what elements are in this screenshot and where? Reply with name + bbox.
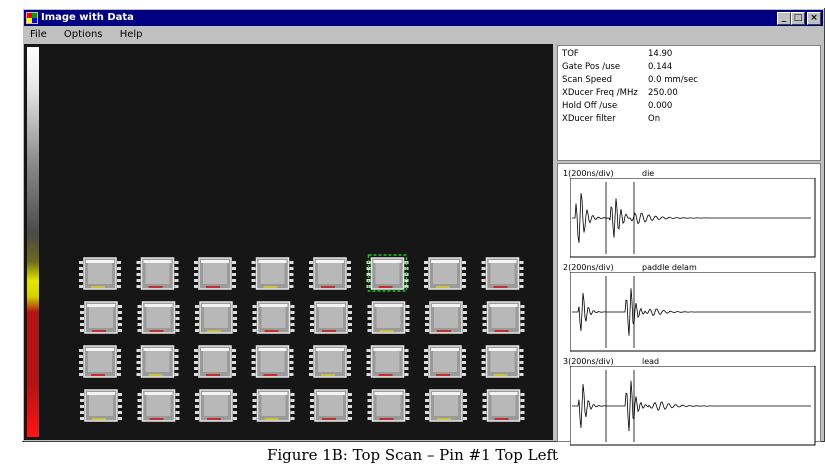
parameters-panel: TOF 14.90 Gate Pos /use 0.144 Scan Speed 0.… [557,45,821,161]
close-button[interactable]: × [807,12,821,25]
scanned-package[interactable] [79,257,121,290]
scan-image-panel[interactable] [24,44,553,440]
param-value: 0.0 mm/sec [648,75,698,85]
scanned-package[interactable] [194,257,236,290]
waveform-scale-label: 3(200ns/div) [563,357,614,366]
scanned-package[interactable] [137,301,180,334]
app-icon [26,12,38,24]
scanned-package[interactable] [425,389,467,422]
scanned-package[interactable] [79,345,121,378]
scanned-package[interactable] [136,345,179,378]
waveform-name: die [642,169,655,178]
waveforms-panel: 1(200ns/div) die 2(200ns/div) paddle del… [557,163,821,446]
param-row: Gate Pos /use 0.144 [562,62,812,73]
param-label: Hold Off /use [562,101,618,111]
scanned-package[interactable] [367,301,410,334]
param-row: TOF 14.90 [562,49,812,60]
title-bar[interactable]: Image with Data _ □ × [24,10,823,26]
param-row: XDucer filter On [562,114,812,125]
menu-bar: File Options Help [24,27,823,43]
scanned-package[interactable] [80,389,122,422]
waveform-plot [570,272,816,352]
menu-file[interactable]: File [30,29,47,40]
param-value: On [648,114,661,124]
scanned-package[interactable] [194,345,236,378]
param-label: Gate Pos /use [562,62,621,72]
scanned-package[interactable] [195,389,237,422]
waveform-1: 1(200ns/div) die [560,167,818,260]
minimize-button[interactable]: _ [777,12,791,25]
scanned-package[interactable] [481,345,524,378]
param-row: Scan Speed 0.0 mm/sec [562,75,812,86]
waveform-name: lead [642,357,660,366]
scan-image[interactable] [24,44,553,440]
scanned-package[interactable] [366,345,409,378]
param-row: Hold Off /use 0.000 [562,101,812,112]
scanned-package[interactable] [482,389,525,422]
color-scale-bar [27,47,39,437]
scanned-package[interactable] [309,257,351,290]
scanned-package[interactable] [424,345,466,378]
waveform-plot [570,366,816,446]
image-window: Image with Data _ □ × File Options Help … [22,8,825,446]
scanned-package[interactable] [251,345,294,378]
maximize-button[interactable]: □ [791,12,805,25]
scanned-package[interactable] [252,389,295,422]
menu-options[interactable]: Options [63,29,103,40]
window-title: Image with Data [41,12,134,23]
scanned-package[interactable] [367,389,410,422]
scanned-package[interactable] [195,301,237,334]
param-label: XDucer filter [562,114,616,124]
scanned-package[interactable] [251,257,294,290]
scanned-package[interactable] [310,301,352,334]
scanned-package[interactable] [80,301,122,334]
waveform-3: 3(200ns/div) lead [560,355,818,448]
scanned-package[interactable] [425,301,467,334]
param-value: 250.00 [648,88,678,98]
scanned-package[interactable] [252,301,295,334]
waveform-scale-label: 2(200ns/div) [563,263,614,272]
scanned-package[interactable] [366,254,409,292]
menu-help[interactable]: Help [119,29,143,40]
scanned-package[interactable] [137,389,180,422]
param-label: Scan Speed [562,75,613,85]
param-value: 0.000 [648,101,673,111]
figure-caption: Figure 1B: Top Scan – Pin #1 Top Left [266,446,559,464]
param-label: XDucer Freq /MHz [562,88,638,98]
scanned-package[interactable] [482,301,525,334]
param-label: TOF [562,49,579,59]
waveform-2: 2(200ns/div) paddle delam [560,261,818,354]
scanned-package[interactable] [136,257,179,290]
waveform-plot [570,178,816,258]
waveform-scale-label: 1(200ns/div) [563,169,614,178]
scanned-package[interactable] [424,257,466,290]
param-value: 14.90 [648,49,673,59]
scanned-package[interactable] [310,389,352,422]
scanned-package[interactable] [309,345,351,378]
waveform-name: paddle delam [642,263,697,272]
param-row: XDucer Freq /MHz 250.00 [562,88,812,99]
scanned-package[interactable] [481,257,524,290]
param-value: 0.144 [648,62,673,72]
